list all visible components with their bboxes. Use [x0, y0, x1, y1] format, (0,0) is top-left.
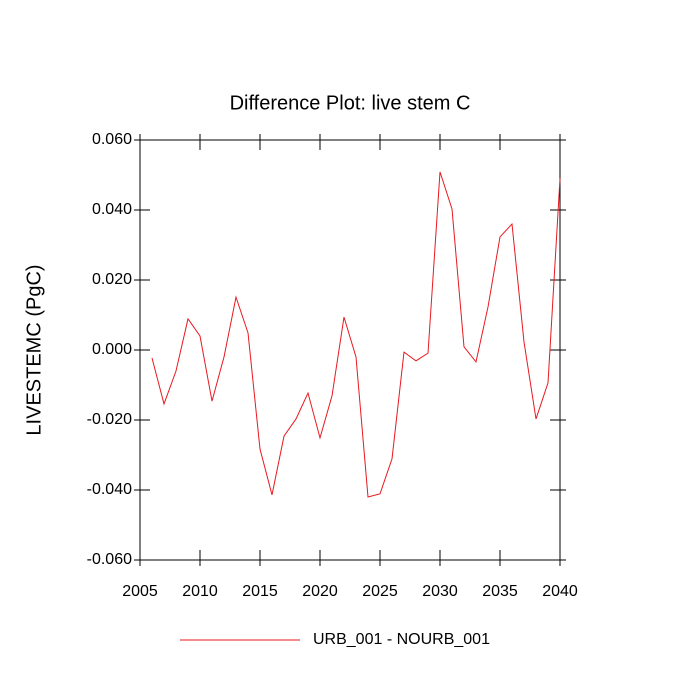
x-tick-label: 2040	[542, 583, 578, 600]
y-tick-label: 0.020	[92, 271, 132, 288]
y-tick-label: 0.000	[92, 341, 132, 358]
x-tick-label: 2020	[302, 583, 338, 600]
y-tick-label: -0.020	[87, 411, 132, 428]
y-tick-label: 0.060	[92, 131, 132, 148]
y-tick-label: 0.040	[92, 201, 132, 218]
x-tick-label: 2025	[362, 583, 398, 600]
y-tick-label: -0.060	[87, 551, 132, 568]
chart-title: Difference Plot: live stem C	[230, 92, 471, 114]
x-tick-label: 2035	[482, 583, 518, 600]
data-line	[151, 171, 561, 498]
y-tick-label: -0.040	[87, 481, 132, 498]
x-tick-label: 2005	[122, 583, 158, 600]
x-tick-label: 2030	[422, 583, 458, 600]
x-tick-label: 2010	[182, 583, 218, 600]
y-axis-label: LIVESTEMC (PgC)	[23, 264, 45, 435]
x-tick-label: 2015	[242, 583, 278, 600]
legend-label: URB_001 - NOURB_001	[313, 631, 490, 648]
